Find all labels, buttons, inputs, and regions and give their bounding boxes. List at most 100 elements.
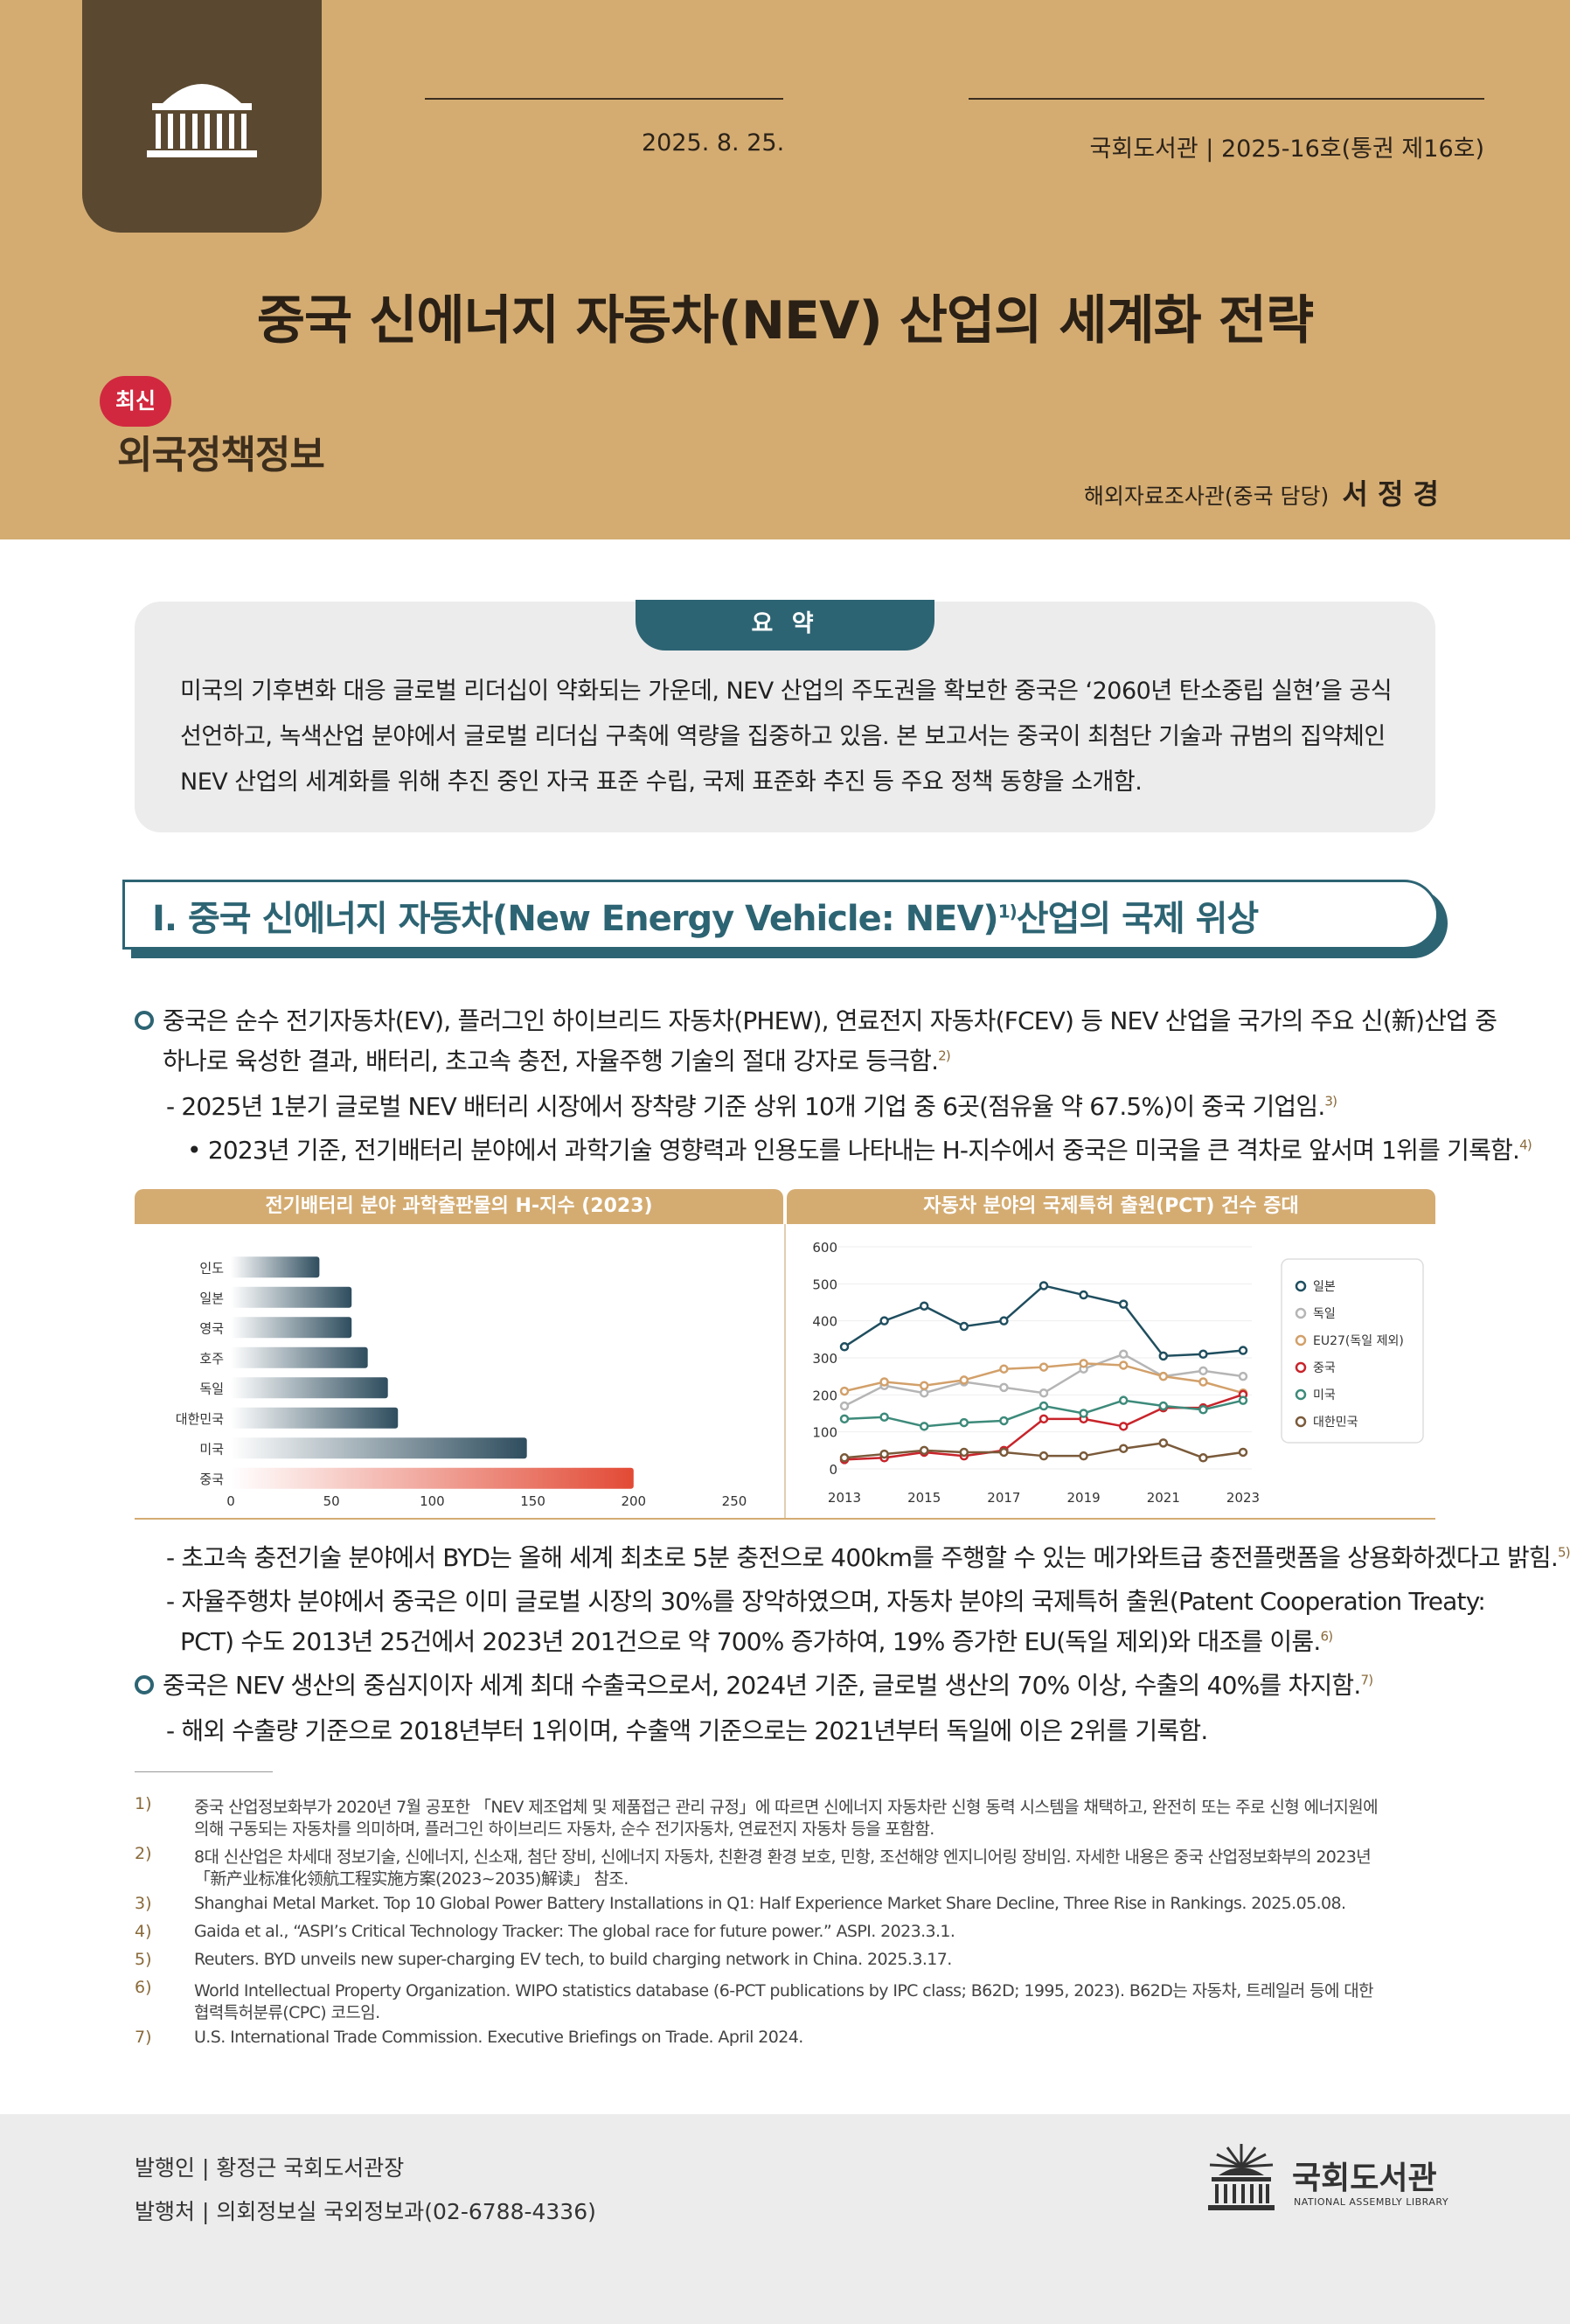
footnote-text: 중국 산업정보화부가 2020년 7월 공포한 「NEV 제조업체 및 제품접근… [194, 1798, 1379, 1817]
footnote-number: 6) [135, 1978, 152, 1997]
summary-line: 미국의 기후변화 대응 글로벌 리더십이 약화되는 가운데, NEV 산업의 주… [180, 678, 1393, 705]
section-title: Ⅰ. 중국 신에너지 자동차(New Energy Vehicle: NEV)1… [152, 890, 1259, 941]
footnote-number: 4) [135, 1922, 152, 1941]
footnote-number: 5) [135, 1950, 152, 1969]
paragraph-line: 중국은 순수 전기자동차(EV), 플러그인 하이브리드 자동차(PHEW), … [163, 1006, 1497, 1035]
x-tick-label: 2019 [1067, 1490, 1101, 1506]
data-point [999, 1316, 1009, 1326]
publication-info: 국회도서관 | 2025-16호(통권 제16호) [1089, 136, 1484, 163]
author-name: 서 정 경 [1342, 477, 1439, 511]
data-point [879, 1412, 889, 1422]
x-tick-label: 2015 [907, 1490, 941, 1506]
data-point [1198, 1377, 1208, 1387]
data-point [1039, 1281, 1049, 1291]
bar-category-label: 대한민국 [176, 1411, 224, 1427]
y-tick-label: 300 [812, 1351, 837, 1367]
x-tick-label: 150 [520, 1493, 545, 1509]
bar-category-label: 호주 [199, 1351, 224, 1367]
footnote-text: Shanghai Metal Market. Top 10 Global Pow… [194, 1894, 1346, 1913]
library-logo-subtext: NATIONAL ASSEMBLY LIBRARY [1294, 2196, 1449, 2208]
data-point [919, 1445, 929, 1456]
x-tick-label: 50 [323, 1493, 340, 1509]
data-point [839, 1401, 850, 1411]
x-tick-label: 2017 [987, 1490, 1020, 1506]
x-tick-label: 200 [621, 1493, 646, 1509]
sub-sub-item-text: • 2023년 기준, 전기배터리 분야에서 과학기술 영향력과 인용도를 나타… [187, 1136, 1520, 1165]
paragraph-text: 중국은 NEV 생산의 중심지이자 세계 최대 수출국으로서, 2024년 기준… [163, 1671, 1361, 1700]
legend-marker [1295, 1416, 1307, 1428]
data-point [999, 1447, 1009, 1458]
footnote-rule [135, 1771, 273, 1772]
data-point [879, 1316, 889, 1326]
data-point [1079, 1290, 1088, 1300]
bar [231, 1407, 399, 1429]
legend-label: 일본 [1313, 1280, 1336, 1294]
footnote-ref: 3) [1324, 1093, 1337, 1110]
issue-date: 2025. 8. 25. [642, 129, 785, 157]
data-point [1198, 1453, 1208, 1463]
circle-bullet-icon [135, 1011, 154, 1030]
data-point [1198, 1405, 1208, 1415]
data-point [999, 1382, 1009, 1393]
series-label: 외국정책정보 [117, 433, 325, 477]
data-point [919, 1388, 929, 1398]
data-point [1118, 1360, 1129, 1370]
data-point [879, 1377, 889, 1387]
chart-title-pct: 자동차 분야의 국제특허 출원(PCT) 건수 증대 [787, 1189, 1435, 1224]
chart-title-hindex: 전기배터리 분야 과학출판물의 H-지수 (2023) [135, 1189, 783, 1224]
footnote-ref: 5) [1557, 1544, 1570, 1561]
footnote-text: Reuters. BYD unveils new super-charging … [194, 1950, 952, 1969]
y-tick-label: 400 [812, 1314, 837, 1330]
footnote-number: 3) [135, 1894, 152, 1913]
y-tick-label: 600 [812, 1240, 837, 1256]
y-tick-label: 100 [812, 1425, 837, 1441]
data-point [1198, 1366, 1208, 1376]
paragraph-line: 중국은 NEV 생산의 중심지이자 세계 최대 수출국으로서, 2024년 기준… [163, 1666, 1373, 1701]
data-point [919, 1422, 929, 1431]
footnote-number: 7) [135, 2028, 152, 2047]
legend-label: 중국 [1313, 1361, 1336, 1375]
footnote-text: 8대 신산업은 차세대 정보기술, 신에너지, 신소재, 첨단 장비, 신에너지… [194, 1847, 1372, 1867]
data-point [1198, 1349, 1208, 1360]
legend-label: 미국 [1313, 1388, 1336, 1402]
data-point [839, 1342, 850, 1352]
y-tick-label: 200 [812, 1388, 837, 1403]
data-point [1238, 1447, 1248, 1458]
sub-item-text: PCT) 수도 2013년 25건에서 2023년 201건으로 약 700% … [180, 1627, 1321, 1656]
bar [231, 1377, 388, 1399]
summary-label: 요 약 [636, 600, 934, 651]
chart-divider [784, 1224, 786, 1518]
footnote-text: World Intellectual Property Organization… [194, 1981, 1374, 2000]
section-title-box [122, 880, 1439, 950]
footnote-ref: 4) [1519, 1137, 1532, 1153]
bar [231, 1467, 634, 1489]
data-point [1158, 1351, 1169, 1361]
footnote-ref: 2) [938, 1047, 951, 1064]
legend-label: 독일 [1313, 1307, 1336, 1321]
x-tick-label: 250 [722, 1493, 747, 1509]
x-tick-label: 100 [420, 1493, 445, 1509]
sub-item-text: - 2025년 1분기 글로벌 NEV 배터리 시장에서 장착량 기준 상위 1… [166, 1092, 1325, 1121]
library-logo-text: 국회도서관 [1292, 2160, 1437, 2196]
data-point [1079, 1409, 1088, 1418]
chart-bottom-rule [135, 1518, 1435, 1520]
data-point [919, 1301, 929, 1311]
data-point [1238, 1346, 1248, 1355]
bar [231, 1437, 527, 1459]
data-point [839, 1386, 850, 1396]
y-tick-label: 0 [829, 1462, 837, 1478]
sub-sub-item: • 2023년 기준, 전기배터리 분야에서 과학기술 영향력과 인용도를 나타… [187, 1131, 1532, 1166]
pct-line-chart: 0 100 200 300 400 500 600 2013 2015 2017 2019 2021 2… [812, 1240, 1424, 1506]
data-point [1158, 1438, 1169, 1448]
bar-category-label: 미국 [199, 1441, 224, 1457]
data-point [1118, 1299, 1129, 1309]
legend-box [1281, 1258, 1424, 1444]
x-tick-label: 2023 [1226, 1490, 1260, 1506]
summary-line: 선언하고, 녹색산업 분야에서 글로벌 리더십 구축에 역량을 집중하고 있음.… [180, 723, 1386, 750]
data-point [1118, 1395, 1129, 1405]
issuer: 발행처 | 의회정보실 국외정보과(02-6788-4336) [135, 2199, 596, 2224]
legend-marker [1295, 1280, 1307, 1292]
data-point [1039, 1451, 1049, 1461]
footnote-ref: 1) [997, 901, 1018, 922]
paragraph-text: 하나로 육성한 결과, 배터리, 초고속 충전, 자율주행 기술의 절대 강자로… [163, 1047, 939, 1075]
